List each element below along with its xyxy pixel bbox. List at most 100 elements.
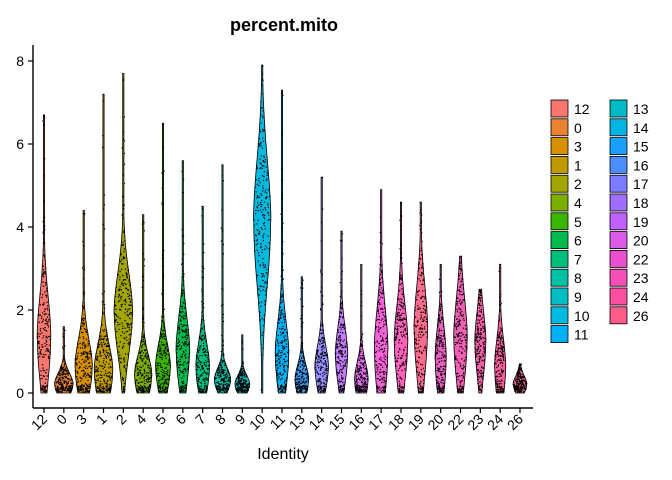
point-16 xyxy=(356,384,359,386)
point-6 xyxy=(180,320,182,322)
point-15 xyxy=(337,329,339,331)
point-9 xyxy=(245,376,248,378)
point-10 xyxy=(259,320,261,322)
point-6 xyxy=(179,331,181,333)
point-11 xyxy=(278,319,281,321)
point-14 xyxy=(319,383,322,385)
point-6 xyxy=(180,329,183,331)
point-16 xyxy=(362,363,365,365)
point-10 xyxy=(259,158,261,160)
point-7 xyxy=(203,371,206,374)
point-22 xyxy=(458,307,460,309)
point-2 xyxy=(119,317,121,320)
point-4 xyxy=(143,369,146,371)
point-19 xyxy=(423,304,425,307)
point-15 xyxy=(336,371,338,373)
point-14 xyxy=(321,354,323,356)
point-1 xyxy=(99,355,101,357)
point-10 xyxy=(261,211,263,213)
point-11 xyxy=(277,318,280,320)
point-10 xyxy=(267,214,270,216)
point-24 xyxy=(501,354,503,357)
point-7 xyxy=(206,368,209,370)
point-2 xyxy=(126,311,128,313)
point-0 xyxy=(58,372,61,374)
point-11 xyxy=(278,373,280,375)
point-15 xyxy=(341,258,343,260)
point-22 xyxy=(457,379,459,381)
point-24 xyxy=(502,345,505,348)
point-0 xyxy=(57,383,59,385)
point-4 xyxy=(147,357,149,359)
point-4 xyxy=(142,338,145,341)
point-20 xyxy=(438,345,441,348)
point-8 xyxy=(218,375,220,377)
point-5 xyxy=(168,361,170,364)
point-6 xyxy=(178,341,181,343)
point-0 xyxy=(60,378,62,380)
point-0 xyxy=(59,370,62,372)
point-8 xyxy=(227,369,229,371)
point-1 xyxy=(102,208,105,210)
point-17 xyxy=(374,327,377,329)
point-11 xyxy=(277,352,279,355)
point-2 xyxy=(118,345,120,348)
point-3 xyxy=(84,382,87,385)
point-13 xyxy=(300,360,302,363)
point-11 xyxy=(280,328,283,330)
point-14 xyxy=(320,357,322,359)
point-22 xyxy=(458,315,460,317)
point-3 xyxy=(79,389,82,391)
point-13 xyxy=(301,365,303,367)
point-10 xyxy=(264,158,267,161)
point-6 xyxy=(182,336,184,339)
point-4 xyxy=(148,360,150,362)
point-12 xyxy=(43,200,45,203)
point-23 xyxy=(483,360,485,362)
point-20 xyxy=(439,390,441,392)
point-7 xyxy=(195,368,197,370)
point-4 xyxy=(136,391,139,393)
point-16 xyxy=(363,365,366,368)
point-16 xyxy=(364,372,366,374)
point-18 xyxy=(405,363,407,365)
point-17 xyxy=(382,325,384,328)
point-20 xyxy=(443,373,446,375)
point-13 xyxy=(297,375,299,378)
point-5 xyxy=(166,363,168,366)
point-14 xyxy=(324,383,326,386)
point-2 xyxy=(124,327,126,329)
point-2 xyxy=(119,300,121,302)
point-0 xyxy=(56,390,59,392)
point-18 xyxy=(401,336,403,338)
point-10 xyxy=(264,214,266,216)
point-14 xyxy=(322,358,325,360)
point-20 xyxy=(444,350,447,352)
point-2 xyxy=(122,205,124,207)
point-12 xyxy=(42,304,44,306)
point-6 xyxy=(182,289,184,291)
point-6 xyxy=(181,371,183,374)
point-22 xyxy=(454,358,457,361)
point-19 xyxy=(421,364,424,366)
point-1 xyxy=(100,389,102,391)
point-5 xyxy=(161,172,163,174)
point-6 xyxy=(184,303,186,305)
point-22 xyxy=(462,299,464,301)
point-22 xyxy=(459,319,461,322)
point-7 xyxy=(201,208,204,210)
point-18 xyxy=(398,299,400,301)
point-7 xyxy=(201,306,203,308)
point-11 xyxy=(280,310,282,312)
point-10 xyxy=(257,274,259,277)
point-10 xyxy=(262,93,264,95)
point-5 xyxy=(165,346,167,348)
point-23 xyxy=(475,340,477,342)
point-0 xyxy=(65,367,67,369)
point-18 xyxy=(399,357,402,359)
point-22 xyxy=(462,368,464,370)
point-4 xyxy=(139,369,142,372)
point-2 xyxy=(124,287,127,289)
point-3 xyxy=(85,360,88,362)
point-20 xyxy=(439,321,442,324)
